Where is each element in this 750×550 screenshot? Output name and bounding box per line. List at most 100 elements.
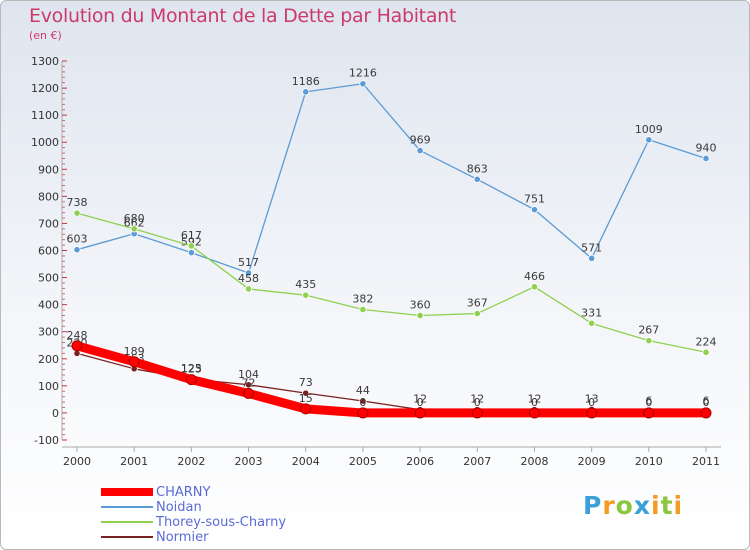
legend: CHARNY Noidan Thorey-sous-Charny Normier [101,485,321,545]
legend-swatch-charny [101,488,153,496]
data-label-charny: 248 [67,329,88,342]
data-point-noidan [702,154,710,163]
logo-letter: r [602,491,616,520]
y-tick-label: 1200 [31,82,59,95]
x-tick-label: 2011 [692,455,720,468]
data-label-charny: 0 [703,396,710,409]
data-label-charny: 189 [124,345,145,358]
data-label-noidan: 863 [467,162,488,175]
data-label-noidan: 1216 [349,67,377,80]
y-tick-label: 0 [52,407,59,420]
data-label-thorey-sous-charny: 331 [581,306,602,319]
legend-label-thorey-sous-charny: Thorey-sous-Charny [156,515,287,530]
data-point-thorey-sous-charny [645,337,653,345]
data-point-thorey-sous-charny [187,242,195,250]
logo-letter: i [651,491,661,520]
data-point-charny [185,374,197,386]
data-label-thorey-sous-charny: 617 [181,229,202,242]
x-tick-label: 2006 [406,455,434,468]
x-tick-label: 2010 [635,455,663,468]
data-label-charny: 0 [417,396,424,409]
x-tick-label: 2004 [292,455,320,468]
data-label-normier: 125 [181,362,202,375]
data-label-thorey-sous-charny: 458 [238,272,259,285]
x-tick-label: 2003 [235,455,263,468]
data-label-noidan: 517 [238,256,259,269]
data-label-noidan: 1009 [635,123,663,136]
data-label-noidan: 751 [524,193,545,206]
legend-item-normier: Normier [101,530,321,545]
series-line-normier [76,352,707,412]
data-point-noidan [244,269,253,277]
data-label-thorey-sous-charny: 360 [410,298,431,311]
data-point-noidan [588,254,596,262]
data-label-thorey-sous-charny: 466 [524,270,545,283]
data-label-normier: 13 [585,392,599,405]
data-point-thorey-sous-charny [473,309,481,318]
proxiti-logo: Proxiti [583,491,683,520]
data-label-thorey-sous-charny: 680 [124,212,145,225]
logo-letter: o [615,491,634,520]
data-point-thorey-sous-charny [302,291,310,299]
series-line-noidan [76,83,707,274]
y-tick-label: 500 [38,272,59,285]
data-point-thorey-sous-charny [588,319,596,327]
data-point-thorey-sous-charny [130,225,138,233]
data-label-charny: 0 [474,396,481,409]
x-tick-label: 2002 [177,455,205,468]
chart-subtitle: (en €) [29,29,62,42]
data-point-normier [302,389,310,397]
data-label-normier: 6 [703,394,710,407]
data-point-noidan [416,147,424,155]
data-label-noidan: 969 [410,134,431,147]
data-label-normier: 104 [238,368,259,381]
data-label-normier: 12 [527,393,541,406]
x-tick-label: 2000 [63,455,91,468]
data-point-charny [471,407,483,419]
data-point-noidan [302,88,310,96]
data-label-charny: 0 [359,396,366,409]
data-label-noidan: 603 [67,233,88,246]
legend-item-noidan: Noidan [101,500,321,515]
y-tick-label: -100 [34,434,59,447]
data-label-thorey-sous-charny: 267 [638,324,659,337]
data-point-noidan [359,80,367,88]
data-point-thorey-sous-charny [530,283,539,291]
data-label-charny: 123 [181,363,202,376]
data-label-normier: 73 [299,376,313,389]
series-line-thorey-sous-charny [76,212,707,353]
data-label-noidan: 1186 [292,75,320,88]
data-point-charny [643,407,655,419]
data-label-charny: 0 [588,396,595,409]
y-tick-label: 400 [38,299,59,312]
legend-item-thorey-sous-charny: Thorey-sous-Charny [101,515,321,530]
data-label-thorey-sous-charny: 367 [467,297,488,310]
legend-label-noidan: Noidan [156,500,202,515]
data-point-charny [700,407,712,419]
x-tick-label: 2007 [463,455,491,468]
y-tick-label: 900 [38,163,59,176]
x-tick-label: 2008 [520,455,548,468]
data-point-charny [528,407,540,419]
data-label-noidan: 940 [696,141,717,154]
x-tick-label: 2009 [578,455,606,468]
data-point-charny [414,407,426,419]
data-point-thorey-sous-charny [73,209,81,217]
y-tick-label: 100 [38,380,59,393]
data-label-noidan: 571 [581,241,602,254]
data-label-thorey-sous-charny: 382 [352,293,373,306]
legend-swatch-normier [101,536,153,538]
legend-label-charny: CHARNY [156,485,211,500]
data-point-thorey-sous-charny [359,305,367,314]
logo-letter: x [633,491,651,520]
y-tick-label: 1000 [31,136,59,149]
data-point-noidan [187,249,195,257]
data-point-charny [128,356,140,368]
series-line-charny [72,341,711,418]
data-point-charny [243,387,255,399]
data-label-charny: 0 [531,396,538,409]
legend-item-charny: CHARNY [101,485,321,500]
data-label-normier: 12 [413,393,427,406]
